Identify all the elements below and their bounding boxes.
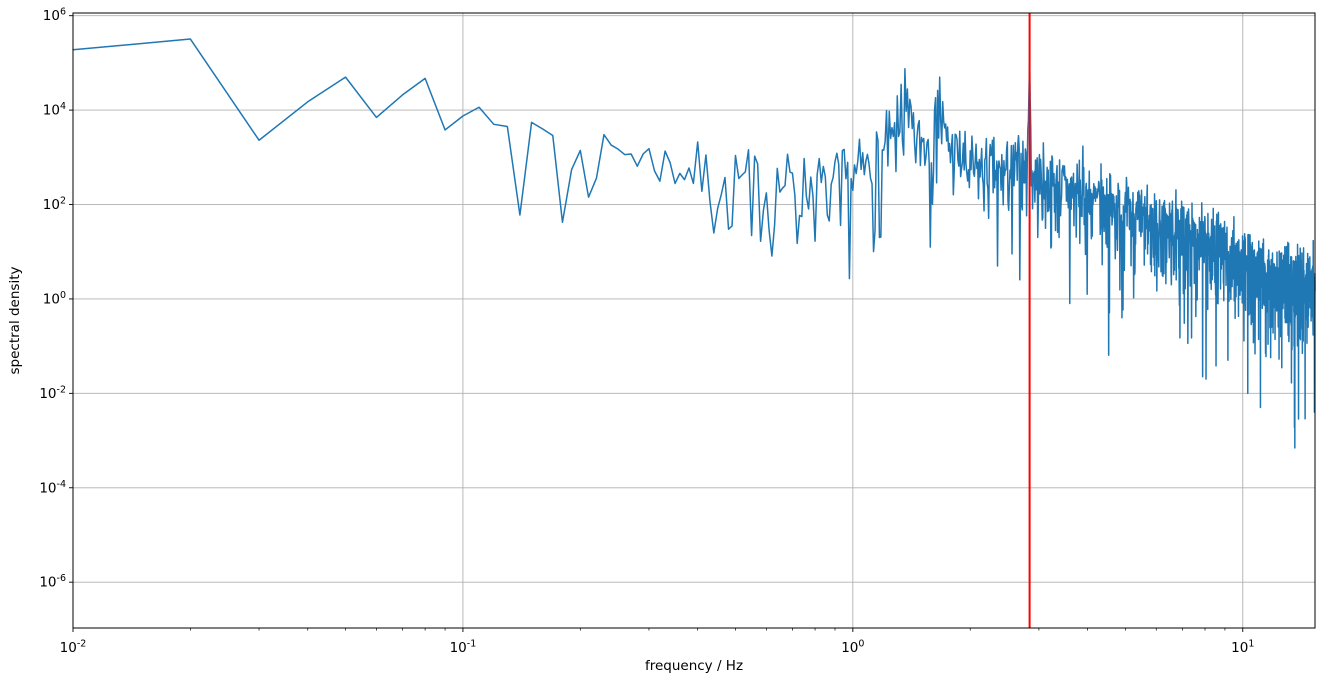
x-tick-label: 100 [841,639,864,657]
x-axis-label: frequency / Hz [645,658,743,674]
ticks [69,15,1244,632]
plot-area: 10-2 10-1 100 101 10-6 10-4 10-2 100 102 104 106 [39,7,1316,656]
y-tick-label: 102 [43,196,66,214]
y-tick-label: 100 [43,290,66,308]
y-axis-label: spectral density [7,267,23,375]
x-tick-label: 101 [1231,639,1254,657]
y-tick-label: 106 [43,7,66,25]
x-tick-label: 10-1 [450,639,477,657]
y-tick-label: 104 [43,101,66,119]
y-tick-label: 10-6 [39,573,66,591]
x-tick-label: 10-2 [60,639,87,657]
y-tick-label: 10-4 [39,479,66,497]
grid [72,13,1315,628]
tick-labels: 10-2 10-1 100 101 10-6 10-4 10-2 100 102 104 106 [39,7,1254,656]
y-tick-label: 10-2 [39,384,66,402]
psd-line [72,38,1316,449]
axes-spines [72,12,1316,629]
